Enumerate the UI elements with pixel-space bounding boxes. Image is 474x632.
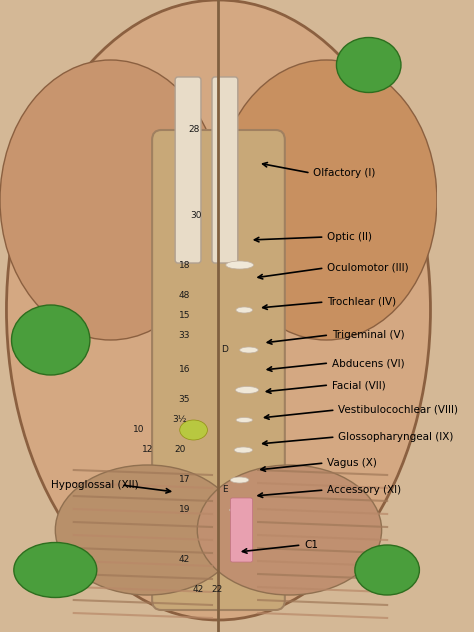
Text: Vagus (X): Vagus (X) [327, 458, 377, 468]
Text: 30: 30 [191, 210, 202, 219]
Text: C1: C1 [304, 540, 318, 550]
Ellipse shape [236, 307, 253, 313]
Ellipse shape [234, 447, 253, 453]
Text: Facial (VII): Facial (VII) [332, 380, 385, 390]
Text: 35: 35 [179, 396, 190, 404]
Ellipse shape [240, 347, 258, 353]
Text: Abducens (VI): Abducens (VI) [332, 358, 404, 368]
Ellipse shape [0, 60, 221, 340]
Text: 15: 15 [179, 310, 190, 320]
Text: Olfactory (I): Olfactory (I) [313, 168, 376, 178]
Ellipse shape [14, 542, 97, 597]
Text: E: E [222, 485, 228, 494]
Text: Trigeminal (V): Trigeminal (V) [332, 330, 404, 340]
FancyBboxPatch shape [175, 77, 201, 263]
Text: 16: 16 [179, 365, 190, 375]
Ellipse shape [229, 507, 246, 513]
Text: Hypoglossal (XII): Hypoglossal (XII) [51, 480, 138, 490]
Ellipse shape [180, 420, 208, 440]
Text: 22: 22 [211, 585, 222, 595]
Ellipse shape [197, 465, 382, 595]
Text: 3½: 3½ [173, 415, 187, 425]
Ellipse shape [216, 60, 437, 340]
Text: 12: 12 [142, 446, 153, 454]
Text: Accessory (XI): Accessory (XI) [327, 485, 401, 495]
Text: Vestibulocochlear (VIII): Vestibulocochlear (VIII) [338, 405, 458, 415]
Ellipse shape [355, 545, 419, 595]
Text: Oculomotor (III): Oculomotor (III) [327, 263, 409, 273]
FancyBboxPatch shape [152, 130, 285, 610]
Text: 48: 48 [179, 291, 190, 300]
Text: 18: 18 [179, 260, 190, 269]
Text: 28: 28 [189, 126, 200, 135]
Text: 20: 20 [174, 446, 185, 454]
Ellipse shape [55, 465, 240, 595]
Text: 33: 33 [179, 331, 190, 339]
Ellipse shape [337, 37, 401, 92]
Text: Glossopharyngeal (IX): Glossopharyngeal (IX) [338, 432, 454, 442]
Text: 17: 17 [179, 475, 190, 485]
Text: Optic (II): Optic (II) [327, 232, 372, 242]
Ellipse shape [236, 387, 258, 394]
Ellipse shape [226, 261, 254, 269]
Ellipse shape [230, 477, 249, 483]
Text: Trochlear (IV): Trochlear (IV) [327, 297, 396, 307]
Text: 19: 19 [179, 506, 190, 514]
Ellipse shape [7, 0, 430, 620]
FancyBboxPatch shape [230, 498, 253, 562]
Ellipse shape [11, 305, 90, 375]
Ellipse shape [236, 418, 253, 423]
Text: 42: 42 [179, 556, 190, 564]
FancyBboxPatch shape [212, 77, 238, 263]
Text: 42: 42 [192, 585, 204, 595]
Text: 10: 10 [133, 425, 144, 435]
Text: D: D [221, 346, 228, 355]
